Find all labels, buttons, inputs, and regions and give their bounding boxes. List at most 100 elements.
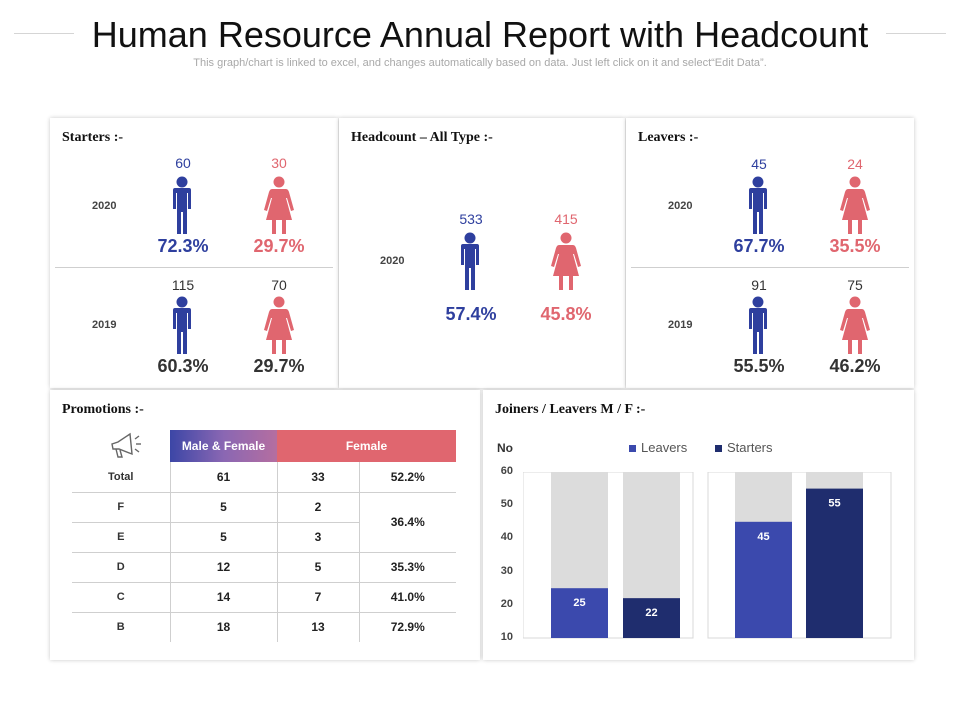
starters-year-2019: 2019	[92, 319, 117, 331]
bar-starters	[806, 488, 863, 638]
leavers-2019-female-count: 75	[847, 277, 863, 293]
leavers-2019-female-pct: 46.2%	[829, 356, 881, 376]
starters-2019-male-count: 115	[171, 277, 195, 293]
table-cell: 52.2%	[358, 462, 456, 493]
female-person-icon	[264, 176, 294, 234]
y-tick-label: 50	[500, 498, 513, 511]
starters-title: Starters :-	[62, 130, 124, 145]
leavers-2019-male-pct: 55.5%	[733, 356, 785, 376]
headcount-year: 2020	[380, 255, 405, 267]
y-tick-label: 20	[500, 597, 513, 610]
y-tick-label: 30	[500, 564, 513, 577]
headcount-male-pct: 57.4%	[445, 304, 497, 324]
table-cell: 14	[169, 582, 277, 613]
headcount-female-count: 415	[554, 211, 578, 227]
leavers-card: Leavers :- 2020 45 24 67.7% 35.5% 2019 9…	[626, 118, 914, 388]
starters-2020-female-count: 30	[271, 155, 287, 171]
leavers-title: Leavers :-	[638, 130, 699, 145]
bar-leavers	[551, 588, 608, 638]
y-tick-label: 60	[500, 465, 513, 477]
bar-chart: 25 22 45 55	[523, 472, 892, 639]
starters-year-2020: 2020	[92, 200, 117, 212]
y-tick-label: 10	[500, 631, 513, 643]
table-cell: 61	[169, 462, 277, 493]
bar-starters	[623, 598, 680, 638]
bar-value-label: 45	[757, 531, 769, 543]
table-cell: 5	[276, 552, 359, 583]
starters-2020-female-pct: 29.7%	[253, 236, 305, 256]
row-label: Total	[72, 462, 170, 493]
starters-2019-male-pct: 60.3%	[157, 356, 209, 376]
promotions-header-female: Female	[277, 430, 456, 462]
bar-value-label: 55	[828, 498, 840, 510]
table-cell: 5	[169, 522, 277, 553]
leavers-2019-male-count: 91	[751, 277, 767, 293]
male-person-icon	[173, 296, 191, 354]
page-title: Human Resource Annual Report with Headco…	[91, 14, 869, 55]
bar-value-label: 22	[645, 607, 657, 619]
row-label: B	[116, 621, 125, 634]
row-separator	[55, 267, 333, 268]
table-cell: 2	[276, 492, 359, 523]
table-cell: 18	[169, 612, 277, 642]
table-cell: 5	[169, 492, 277, 523]
legend-swatch-leavers	[629, 445, 636, 453]
male-person-icon	[173, 176, 191, 234]
table-cell: 36.4%	[358, 492, 456, 553]
starters-2020-male-count: 60	[175, 155, 191, 171]
headcount-card: Headcount – All Type :- 2020 533 415 57.…	[339, 118, 625, 388]
leavers-2020-male-pct: 67.7%	[733, 236, 785, 256]
y-tick-label: 40	[500, 531, 513, 544]
table-row: D 12 5 35.3%	[72, 552, 456, 583]
headcount-title: Headcount – All Type :-	[351, 130, 493, 145]
row-label: E	[72, 522, 170, 553]
starters-card: Starters :- 2020 60 30 72.3% 29.7% 2019 …	[50, 118, 338, 388]
legend-leavers: Leavers	[629, 440, 687, 455]
leavers-2020-female-pct: 35.5%	[829, 236, 881, 256]
male-person-icon	[461, 232, 479, 290]
plot-frame	[707, 472, 892, 639]
table-cell: 33	[276, 462, 359, 493]
table-cell: 7	[276, 582, 359, 613]
legend-starters: Starters	[715, 440, 773, 455]
leavers-year-2020: 2020	[668, 200, 693, 212]
chart-title: Joiners / Leavers M / F :-	[495, 402, 646, 417]
leavers-2020-male-count: 45	[751, 156, 767, 172]
joiners-leavers-card: Joiners / Leavers M / F :- No Leavers St…	[483, 390, 914, 660]
table-row: Total 61 33 52.2%	[72, 462, 456, 493]
promotions-table: Male & Female Female Total 61 33 52.2% F…	[72, 430, 456, 642]
row-label: F	[72, 492, 170, 523]
female-person-icon	[840, 296, 870, 354]
female-person-icon	[264, 296, 294, 354]
y-axis-label: No	[497, 441, 513, 455]
title-deco-right	[886, 33, 946, 34]
title-deco-left	[14, 33, 74, 34]
headcount-male-count: 533	[459, 211, 483, 227]
table-row: E 5 3	[72, 522, 456, 553]
table-cell: 72.9%	[358, 612, 456, 642]
table-cell: 13	[276, 612, 359, 642]
bar-leavers	[735, 521, 792, 638]
megaphone-icon	[111, 432, 141, 458]
leavers-2020-female-count: 24	[847, 156, 863, 172]
starters-2020-male-pct: 72.3%	[157, 236, 209, 256]
leavers-year-2019: 2019	[668, 319, 693, 331]
male-person-icon	[749, 296, 767, 354]
starters-2019-female-count: 70	[271, 277, 287, 293]
table-cell: 41.0%	[358, 582, 456, 613]
female-person-icon	[551, 232, 581, 290]
table-row: C 14 7 41.0%	[72, 582, 456, 613]
male-person-icon	[749, 176, 767, 234]
promotions-card: Promotions :- Male & Female Female Total…	[50, 390, 480, 660]
page-subtitle: This graph/chart is linked to excel, and…	[193, 57, 767, 69]
female-person-icon	[840, 176, 870, 234]
row-label: C	[72, 582, 170, 613]
table-cell: 12	[169, 552, 277, 583]
table-row: B 18 13 72.9%	[72, 612, 456, 642]
row-separator	[631, 267, 909, 268]
table-row: F 5 2 36.4%	[72, 492, 456, 553]
row-label: D	[72, 552, 170, 583]
headcount-female-pct: 45.8%	[540, 304, 592, 324]
promotions-header-male-female: Male & Female	[170, 430, 277, 462]
starters-2019-female-pct: 29.7%	[253, 356, 305, 376]
